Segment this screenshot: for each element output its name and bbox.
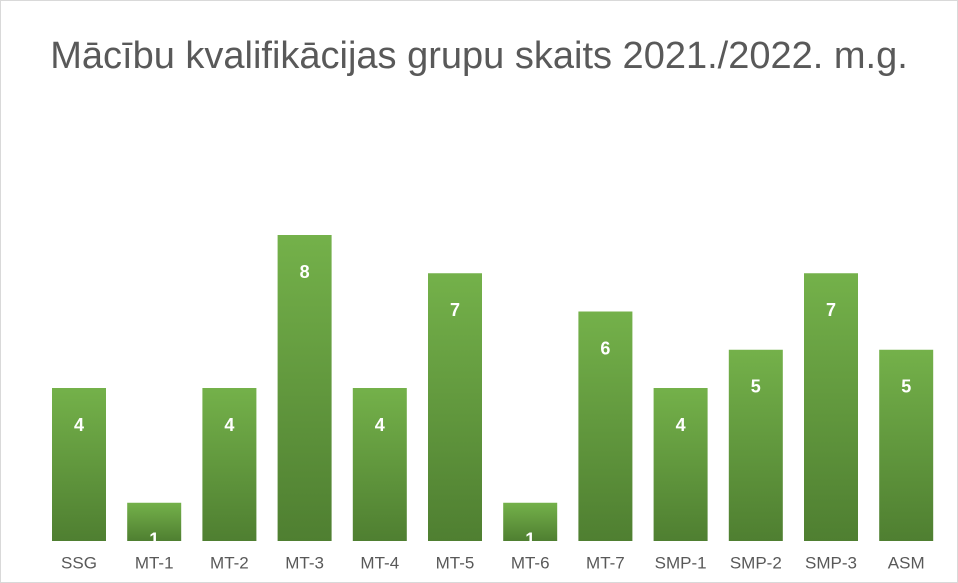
bar bbox=[578, 311, 633, 541]
bar bbox=[352, 388, 407, 541]
data-label: 8 bbox=[300, 262, 310, 282]
bar bbox=[879, 349, 934, 541]
chart-title: Mācību kvalifikācijas grupu skaits 2021.… bbox=[50, 35, 908, 77]
bar bbox=[202, 388, 257, 541]
x-tick-label: MT-1 bbox=[135, 553, 174, 572]
bar bbox=[503, 502, 558, 541]
data-label: 4 bbox=[676, 415, 686, 435]
x-tick-label: MT-5 bbox=[436, 553, 475, 572]
bar bbox=[804, 273, 858, 541]
x-tick-label: SMP-2 bbox=[730, 553, 782, 572]
bar bbox=[428, 273, 482, 541]
x-tick-label: MT-7 bbox=[586, 553, 625, 572]
x-tick-label: MT-6 bbox=[511, 553, 550, 572]
bar bbox=[127, 502, 182, 541]
bar bbox=[52, 388, 106, 541]
data-label: 6 bbox=[600, 338, 610, 358]
x-tick-label: SSG bbox=[61, 553, 97, 572]
data-label: 1 bbox=[525, 530, 535, 550]
data-label: 5 bbox=[901, 377, 911, 397]
data-label: 4 bbox=[74, 415, 84, 435]
data-label: 7 bbox=[826, 300, 836, 320]
x-tick-label: MT-3 bbox=[285, 553, 324, 572]
data-label: 4 bbox=[375, 415, 385, 435]
x-tick-label: MT-4 bbox=[360, 553, 399, 572]
bar bbox=[653, 388, 708, 541]
data-label: 1 bbox=[149, 530, 159, 550]
bar bbox=[728, 349, 783, 541]
x-tick-label: SMP-3 bbox=[805, 553, 857, 572]
data-label: 5 bbox=[751, 377, 761, 397]
data-label: 4 bbox=[224, 415, 234, 435]
bar bbox=[277, 235, 332, 541]
x-tick-label: ASM bbox=[888, 553, 925, 572]
x-tick-label: MT-2 bbox=[210, 553, 249, 572]
data-label: 7 bbox=[450, 300, 460, 320]
x-tick-label: SMP-1 bbox=[655, 553, 707, 572]
